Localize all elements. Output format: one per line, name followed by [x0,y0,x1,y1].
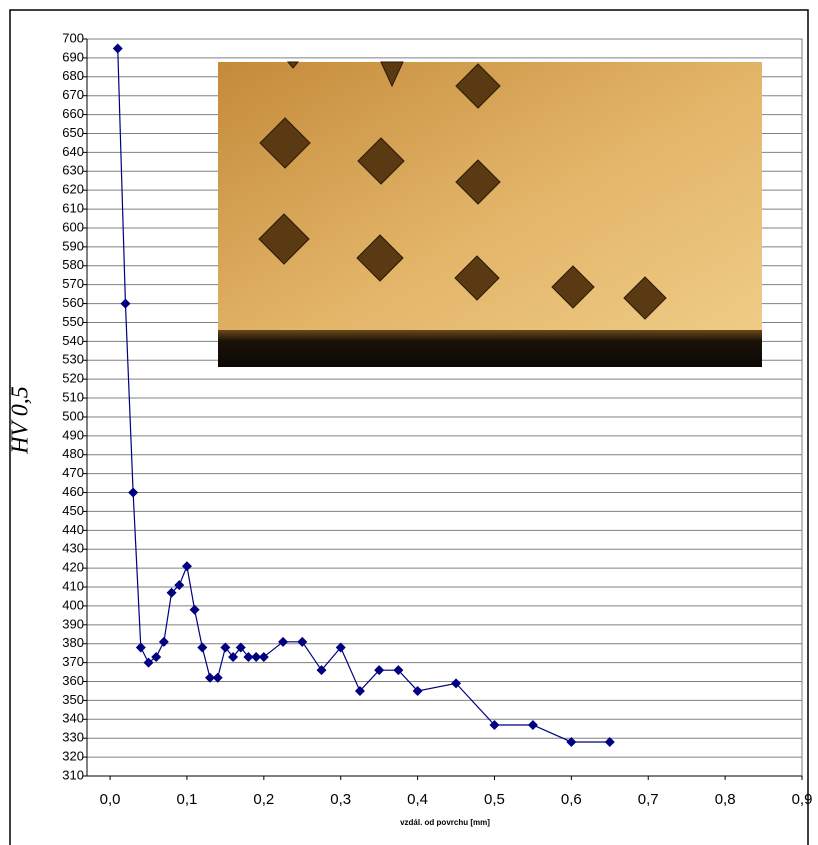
frame [9,9,809,845]
x-tick-label: 0,4 [407,791,428,808]
x-tick-label: 0,2 [253,791,274,808]
data-point [228,651,239,662]
data-point [189,604,200,615]
series [112,43,615,747]
data-point [128,487,139,498]
data-point [166,587,177,598]
y-tick-label: 440 [62,522,84,537]
data-point [258,651,269,662]
y-tick-label: 460 [62,484,84,499]
y-tick-label: 660 [62,106,84,121]
data-point [112,43,123,54]
y-tick-label: 350 [62,692,84,707]
y-tick-label: 430 [62,541,84,556]
x-tick-label: 0,1 [177,791,198,808]
data-point [393,665,404,676]
x-tick-label: 0,7 [638,791,659,808]
x-tick-label: 0,3 [330,791,351,808]
data-point [451,678,462,689]
y-tick-label: 490 [62,427,84,442]
y-tick-label: 690 [62,49,84,64]
y-tick-label: 510 [62,389,84,404]
y-tick-label: 310 [62,767,84,782]
data-point [151,651,162,662]
y-tick-label: 330 [62,730,84,745]
data-point [354,685,365,696]
x-tick-label: 0,8 [715,791,736,808]
y-tick-label: 700 [62,30,84,45]
y-tick-label: 500 [62,408,84,423]
data-point [158,636,169,647]
data-point [374,665,385,676]
y-tick-label: 410 [62,578,84,593]
y-axis-title: HV 0,5 [8,386,34,455]
x-tick-label: 0,6 [561,791,582,808]
data-point [278,636,289,647]
data-point [135,642,146,653]
y-tick-label: 680 [62,68,84,83]
y-tick-label: 590 [62,238,84,253]
y-tick-label: 370 [62,654,84,669]
y-tick-label: 360 [62,673,84,688]
y-tick-label: 570 [62,276,84,291]
data-point [412,685,423,696]
y-tick-label: 580 [62,257,84,272]
data-point [527,719,538,730]
data-point [251,651,262,662]
y-tick-label: 470 [62,465,84,480]
data-point [220,642,231,653]
y-tick-label: 450 [62,503,84,518]
x-axis-title: vzdál. od povrchu [mm] [400,818,490,827]
data-point [335,642,346,653]
data-point [316,665,327,676]
micrograph [218,61,762,367]
y-tick-label: 550 [62,314,84,329]
y-tick-label: 600 [62,219,84,234]
y-tick-label: 650 [62,125,84,140]
data-point [604,736,615,747]
y-tick-label: 320 [62,749,84,764]
y-tick-label: 610 [62,201,84,216]
data-point [143,657,154,668]
ticks: 310 320 330 340 350 360 370 380 390 400 410 420 430 4… [62,30,812,808]
data-point [120,298,131,309]
data-point [297,636,308,647]
y-tick-label: 520 [62,371,84,386]
x-tick-label: 0,0 [100,791,121,808]
y-tick-label: 540 [62,333,84,348]
x-tick-label: 0,5 [484,791,505,808]
data-point [174,580,185,591]
y-tick-label: 400 [62,597,84,612]
data-point [181,561,192,572]
data-point [205,672,216,683]
data-point [489,719,500,730]
y-tick-label: 390 [62,616,84,631]
y-tick-label: 340 [62,711,84,726]
y-tick-label: 670 [62,87,84,102]
y-tick-label: 630 [62,163,84,178]
y-tick-label: 530 [62,352,84,367]
y-tick-label: 640 [62,144,84,159]
y-tick-label: 420 [62,560,84,575]
y-tick-label: 560 [62,295,84,310]
data-point [243,651,254,662]
y-tick-label: 380 [62,635,84,650]
data-point [197,642,208,653]
y-tick-label: 620 [62,182,84,197]
x-tick-label: 0,9 [792,791,813,808]
data-point [235,642,246,653]
data-point [212,672,223,683]
y-tick-label: 480 [62,446,84,461]
data-point [566,736,577,747]
